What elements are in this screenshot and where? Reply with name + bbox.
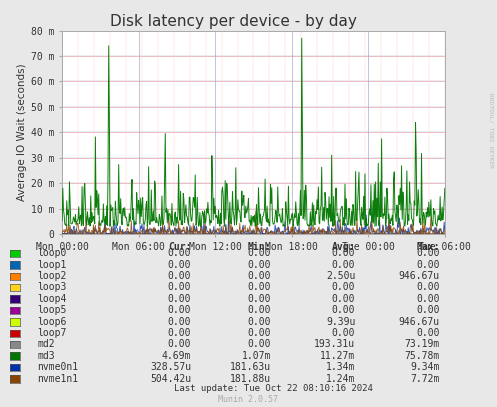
Text: 0.00: 0.00 — [416, 328, 440, 338]
Text: loop1: loop1 — [37, 260, 67, 269]
Text: 11.27m: 11.27m — [320, 351, 355, 361]
Text: 75.78m: 75.78m — [405, 351, 440, 361]
Y-axis label: Average IO Wait (seconds): Average IO Wait (seconds) — [17, 63, 27, 201]
Text: 0.00: 0.00 — [248, 260, 271, 269]
Text: 0.00: 0.00 — [168, 282, 191, 292]
Text: Avg:: Avg: — [332, 242, 355, 252]
Text: Munin 2.0.57: Munin 2.0.57 — [219, 395, 278, 404]
Text: nvme0n1: nvme0n1 — [37, 362, 79, 372]
Text: 193.31u: 193.31u — [314, 339, 355, 349]
Text: 0.00: 0.00 — [332, 305, 355, 315]
Text: 0.00: 0.00 — [168, 294, 191, 304]
Text: 0.00: 0.00 — [248, 328, 271, 338]
Text: 0.00: 0.00 — [248, 282, 271, 292]
Text: md3: md3 — [37, 351, 55, 361]
Text: loop6: loop6 — [37, 317, 67, 326]
Text: 0.00: 0.00 — [332, 282, 355, 292]
Text: 181.63u: 181.63u — [230, 362, 271, 372]
Text: 0.00: 0.00 — [332, 328, 355, 338]
Text: loop7: loop7 — [37, 328, 67, 338]
Text: 0.00: 0.00 — [248, 294, 271, 304]
Text: Last update: Tue Oct 22 08:10:16 2024: Last update: Tue Oct 22 08:10:16 2024 — [174, 384, 373, 393]
Text: 0.00: 0.00 — [168, 248, 191, 258]
Text: 0.00: 0.00 — [168, 339, 191, 349]
Text: 0.00: 0.00 — [332, 248, 355, 258]
Text: 946.67u: 946.67u — [399, 271, 440, 281]
Text: 0.00: 0.00 — [168, 305, 191, 315]
Text: 0.00: 0.00 — [168, 317, 191, 326]
Text: 0.00: 0.00 — [416, 248, 440, 258]
Text: 181.88u: 181.88u — [230, 374, 271, 383]
Text: 9.34m: 9.34m — [411, 362, 440, 372]
Text: 7.72m: 7.72m — [411, 374, 440, 383]
Text: 0.00: 0.00 — [168, 328, 191, 338]
Text: 1.34m: 1.34m — [326, 362, 355, 372]
Text: 946.67u: 946.67u — [399, 317, 440, 326]
Text: loop3: loop3 — [37, 282, 67, 292]
Text: 1.24m: 1.24m — [326, 374, 355, 383]
Text: Min:: Min: — [248, 242, 271, 252]
Text: 0.00: 0.00 — [332, 260, 355, 269]
Text: 0.00: 0.00 — [248, 248, 271, 258]
Text: loop0: loop0 — [37, 248, 67, 258]
Text: 4.69m: 4.69m — [162, 351, 191, 361]
Text: 0.00: 0.00 — [416, 305, 440, 315]
Text: 0.00: 0.00 — [248, 339, 271, 349]
Text: 0.00: 0.00 — [332, 294, 355, 304]
Text: 0.00: 0.00 — [248, 305, 271, 315]
Text: 0.00: 0.00 — [248, 271, 271, 281]
Text: 0.00: 0.00 — [168, 260, 191, 269]
Text: 9.39u: 9.39u — [326, 317, 355, 326]
Text: nvme1n1: nvme1n1 — [37, 374, 79, 383]
Text: 0.00: 0.00 — [416, 282, 440, 292]
Text: 2.50u: 2.50u — [326, 271, 355, 281]
Text: 0.00: 0.00 — [416, 260, 440, 269]
Text: loop2: loop2 — [37, 271, 67, 281]
Text: Disk latency per device - by day: Disk latency per device - by day — [110, 14, 357, 29]
Text: Cur:: Cur: — [168, 242, 191, 252]
Text: md2: md2 — [37, 339, 55, 349]
Text: loop5: loop5 — [37, 305, 67, 315]
Text: RRDTOOL/ TOBI OETKER: RRDTOOL/ TOBI OETKER — [489, 93, 494, 168]
Text: 328.57u: 328.57u — [150, 362, 191, 372]
Text: 1.07m: 1.07m — [242, 351, 271, 361]
Text: 0.00: 0.00 — [416, 294, 440, 304]
Text: 504.42u: 504.42u — [150, 374, 191, 383]
Text: 73.19m: 73.19m — [405, 339, 440, 349]
Text: loop4: loop4 — [37, 294, 67, 304]
Text: 0.00: 0.00 — [168, 271, 191, 281]
Text: 0.00: 0.00 — [248, 317, 271, 326]
Text: Max:: Max: — [416, 242, 440, 252]
